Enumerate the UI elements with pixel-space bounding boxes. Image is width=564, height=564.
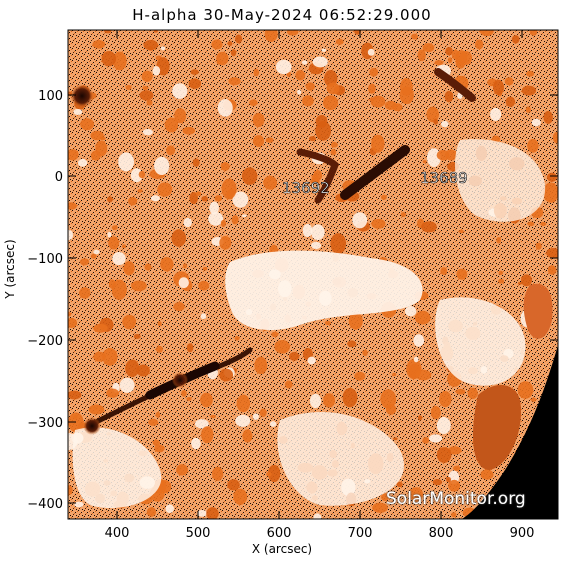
y-axis-label: Y (arcsec) (3, 239, 17, 299)
x-tick-label: 500 (186, 526, 211, 541)
filament-active-region (340, 145, 410, 200)
sunspot-northeast (70, 84, 94, 108)
y-tick-label: −200 (27, 334, 63, 349)
x-tick-label: 400 (105, 526, 130, 541)
plot-title: H-alpha 30-May-2024 06:52:29.000 (132, 6, 432, 24)
region-label-13692: 13692 (282, 179, 330, 197)
y-tick-label: −300 (27, 416, 63, 431)
region-label-13689: 13689 (420, 169, 468, 187)
y-tick-label: −400 (27, 497, 63, 512)
y-tick-label: 0 (55, 170, 63, 185)
x-tick-label: 900 (510, 526, 535, 541)
y-tick-label: 100 (38, 89, 63, 104)
y-tick-label: −100 (27, 252, 63, 267)
x-axis-label: X (arcsec) (251, 542, 313, 556)
x-tick-label: 800 (429, 526, 454, 541)
x-tick-label: 700 (348, 526, 373, 541)
plot-frame (67, 29, 559, 520)
halpha-image (68, 30, 558, 519)
off-disk-space (461, 345, 558, 519)
solarmonitor-watermark: SolarMonitor.org (386, 489, 526, 509)
bright-plage-region (225, 250, 423, 331)
x-tick-label: 600 (267, 526, 292, 541)
